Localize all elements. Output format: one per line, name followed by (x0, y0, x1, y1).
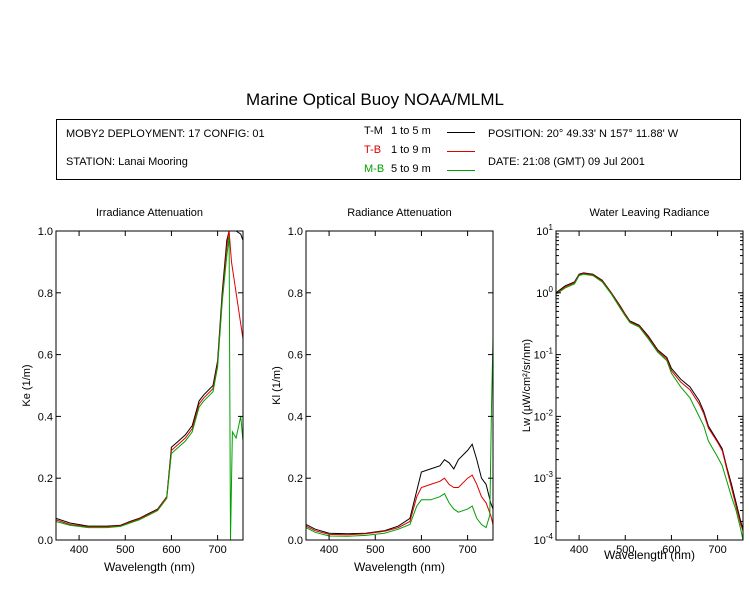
date-text: DATE: 21:08 (GMT) 09 Jul 2001 (488, 156, 645, 168)
y-tick-label: 0.0 (38, 535, 53, 547)
legend-range-tm: 1 to 5 m (391, 125, 431, 137)
y-tick-label: 0.4 (38, 411, 53, 423)
x-tick-label: 500 (366, 544, 384, 556)
y-tick-label: 10-4 (534, 532, 554, 547)
station-text: STATION: Lanai Mooring (66, 156, 188, 168)
y-tick-label: 101 (536, 223, 553, 238)
x-tick-label: 500 (616, 544, 634, 556)
legend-code-tm: T-M (364, 125, 383, 137)
plot-frame (305, 230, 494, 541)
y-tick-label: 0.0 (288, 535, 303, 547)
x-tick-label: 600 (662, 544, 680, 556)
y-tick-label: 10-2 (534, 408, 554, 423)
y-tick-label: 0.6 (38, 350, 53, 362)
chart-title: Irradiance Attenuation (96, 207, 203, 219)
y-tick-label: 0.2 (288, 473, 303, 485)
series-line-t-b (56, 231, 243, 528)
plot-frame (55, 230, 244, 541)
legend-range-mb: 5 to 9 m (391, 163, 431, 175)
y-tick-label: 100 (536, 285, 553, 300)
x-axis-label: Wavelength (nm) (354, 560, 445, 574)
series-line-m-b (56, 237, 243, 540)
series-group (306, 339, 493, 537)
chart-title: Water Leaving Radiance (589, 207, 709, 219)
legend-line-tb (447, 151, 475, 152)
x-tick-label: 700 (708, 544, 726, 556)
plot-frame (555, 230, 744, 541)
legend-range-tb: 1 to 9 m (391, 144, 431, 156)
y-tick-label: 1.0 (288, 226, 303, 238)
series-line-m-b (306, 339, 493, 537)
series-group (56, 231, 243, 540)
x-tick-label: 600 (412, 544, 430, 556)
deployment-text: MOBY2 DEPLOYMENT: 17 CONFIG: 01 (66, 128, 265, 140)
series-line-t-m (56, 231, 243, 527)
y-tick-label: 0.6 (288, 350, 303, 362)
x-tick-label: 500 (116, 544, 134, 556)
series-line-t-m (556, 272, 743, 530)
y-tick-label: 0.4 (288, 411, 303, 423)
legend-code-mb: M-B (364, 163, 385, 175)
chart-panel-1: Irradiance Attenuation 400 500 600 700 0.0 0.2… (21, 207, 244, 574)
series-line-t-b (306, 474, 493, 536)
chart-panel-2: Radiance Attenuation 400 500 600 700 0.0 0.2 0.… (271, 207, 494, 574)
y-axis-label: Lw (µW/cm²/sr/nm) (521, 339, 533, 432)
chart-title: Radiance Attenuation (347, 207, 452, 219)
x-tick-label: 600 (162, 544, 180, 556)
info-box: MOBY2 DEPLOYMENT: 17 CONFIG: 01 STATION:… (56, 119, 741, 180)
y-axis-label: Ke (1/m) (21, 364, 33, 406)
y-axis-label: Kl (1/m) (271, 366, 283, 405)
series-line-m-b (556, 273, 743, 540)
series-line-t-b (556, 272, 743, 532)
page-title: Marine Optical Buoy NOAA/MLML (246, 90, 504, 109)
legend-code-tb: T-B (364, 144, 382, 156)
y-tick-label: 0.2 (38, 473, 53, 485)
y-tick-label: 0.8 (38, 288, 53, 300)
y-tick-label: 10-3 (534, 470, 554, 485)
x-tick-label: 400 (570, 544, 588, 556)
position-text: POSITION: 20° 49.33' N 157° 11.88' W (488, 128, 679, 140)
x-axis-label: Wavelength (nm) (604, 548, 695, 562)
series-group (556, 272, 743, 540)
y-tick-label: 0.8 (288, 288, 303, 300)
y-tick-label: 10-1 (534, 347, 554, 362)
legend-line-mb (447, 170, 475, 171)
series-line-t-m (306, 443, 493, 535)
y-tick-label: 1.0 (38, 226, 53, 238)
x-axis-label: Wavelength (nm) (104, 560, 195, 574)
legend-line-tm (447, 132, 475, 133)
x-tick-label: 700 (458, 544, 476, 556)
x-tick-label: 400 (320, 544, 338, 556)
x-tick-label: 400 (70, 544, 88, 556)
x-tick-label: 700 (208, 544, 226, 556)
chart-panel-3: Water Leaving Radiance 400 500 600 700 10-4 10… (521, 207, 744, 562)
